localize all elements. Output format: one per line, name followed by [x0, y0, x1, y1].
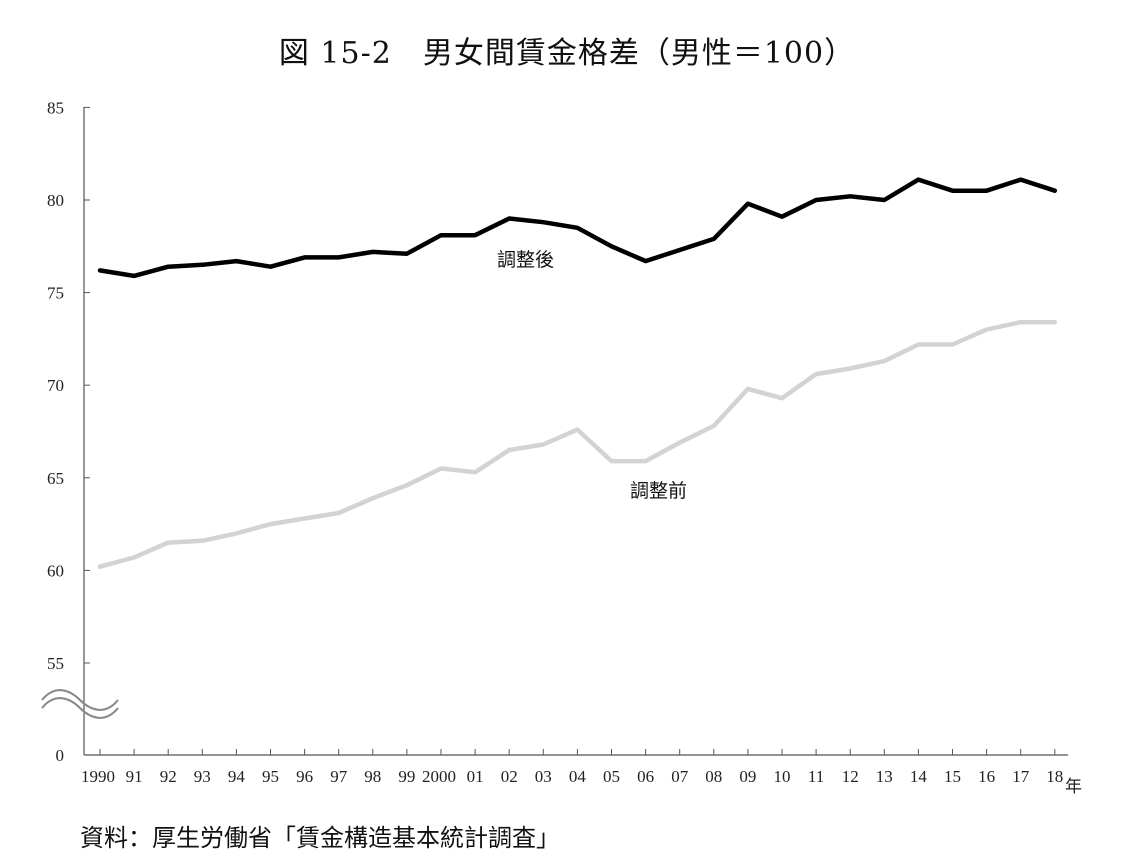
series-line-unadjusted — [97, 319, 1058, 569]
x-tick-label: 16 — [978, 767, 995, 786]
y-tick-label: 75 — [47, 284, 64, 303]
x-tick-label: 93 — [194, 767, 211, 786]
x-tick-label: 08 — [705, 767, 722, 786]
x-tick-label: 92 — [160, 767, 177, 786]
x-tick-label: 2000 — [422, 767, 456, 786]
x-tick-label: 95 — [262, 767, 279, 786]
x-tick-label: 05 — [603, 767, 620, 786]
axis-break-line — [41, 697, 119, 719]
source-note: 資料：厚生労働省「賃金構造基本統計調査」 — [80, 824, 560, 852]
x-tick-label: 98 — [364, 767, 381, 786]
x-tick-label: 03 — [535, 767, 552, 786]
x-tick-label: 07 — [671, 767, 689, 786]
y-tick-label: 0 — [56, 746, 65, 765]
y-tick-label: 55 — [47, 654, 64, 673]
x-tick-label: 01 — [467, 767, 484, 786]
y-tick-label: 80 — [47, 191, 64, 210]
y-tick-label: 85 — [47, 98, 64, 117]
x-tick-label: 99 — [398, 767, 415, 786]
x-tick-label: 97 — [330, 767, 348, 786]
y-tick-label: 70 — [47, 376, 64, 395]
series-label-unadjusted: 調整前 — [630, 480, 687, 502]
x-tick-label: 13 — [876, 767, 893, 786]
x-tick-label: 94 — [228, 767, 246, 786]
x-tick-label: 10 — [774, 767, 791, 786]
y-tick-label: 65 — [47, 469, 64, 488]
x-tick-label: 91 — [126, 767, 143, 786]
series-label-adjusted: 調整後 — [497, 249, 554, 271]
x-tick-label: 02 — [501, 767, 518, 786]
x-tick-label: 09 — [739, 767, 756, 786]
x-tick-label: 06 — [637, 767, 654, 786]
chart-title: 図 15-2 男女間賃金格差（男性＝100） — [278, 36, 856, 71]
x-tick-label: 14 — [910, 767, 928, 786]
x-tick-label: 15 — [944, 767, 961, 786]
x-tick-label: 11 — [808, 767, 824, 786]
y-tick-label: 60 — [47, 561, 64, 580]
x-tick-label: 04 — [569, 767, 587, 786]
x-tick-label: 96 — [296, 767, 313, 786]
x-unit-label: 年 — [1065, 777, 1082, 796]
x-tick-label: 18 — [1046, 767, 1063, 786]
series-line-adjusted — [97, 177, 1058, 279]
x-tick-label: 17 — [1012, 767, 1030, 786]
x-tick-label: 12 — [842, 767, 859, 786]
axis-break-line — [41, 689, 119, 711]
x-tick-label: 1990 — [81, 767, 115, 786]
